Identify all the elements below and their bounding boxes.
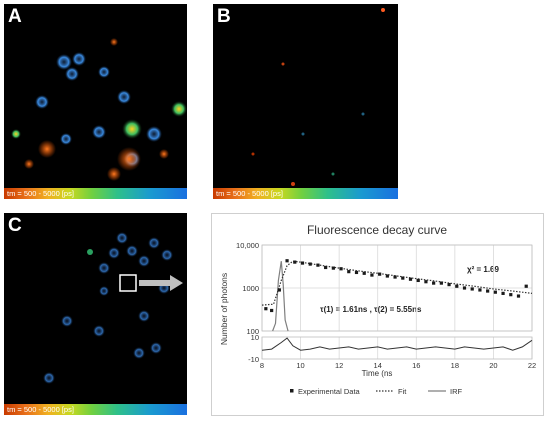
- decay-chart: Fluorescence decay curve Number of photo…: [219, 223, 536, 396]
- data-point: [300, 261, 305, 265]
- data-point: [516, 294, 521, 298]
- data-point: [339, 267, 343, 271]
- data-point: [509, 293, 513, 297]
- data-point: [362, 271, 366, 275]
- data-point: [478, 288, 482, 292]
- x-tick-label: 12: [335, 361, 343, 370]
- data-point: [524, 284, 528, 288]
- data-point: [324, 265, 328, 270]
- data-point: [285, 259, 289, 263]
- data-point: [277, 288, 281, 292]
- x-tick-label: 10: [296, 361, 304, 370]
- panel-a-scale-label: tm = 500 - 5000 [ps]: [7, 189, 74, 198]
- panel-c-lifetime-scale: [4, 404, 187, 415]
- data-point: [432, 281, 436, 285]
- panel-b-image: B tm = 500 - 5000 [ps]: [213, 4, 398, 199]
- panel-b-scale-label: tm = 500 - 5000 [ps]: [216, 189, 283, 198]
- x-tick-label: 16: [412, 361, 420, 370]
- data-point: [470, 287, 474, 291]
- panel-a-cells: [11, 38, 187, 181]
- data-point: [370, 273, 374, 277]
- panel-c-image: C tm = 500 - 5000 [ps]: [4, 213, 187, 415]
- data-point: [354, 270, 359, 275]
- data-point: [385, 274, 389, 278]
- legend-marker: [290, 389, 294, 393]
- panel-b-lifetime-scale: [213, 188, 398, 199]
- data-point: [293, 260, 297, 264]
- panel-a-label: A: [8, 6, 22, 27]
- panel-a-lifetime-scale: [4, 188, 187, 199]
- data-point: [308, 262, 312, 266]
- panel-c-scale-label: tm = 500 - 5000 [ps]: [7, 405, 74, 414]
- x-tick-label: 8: [260, 361, 264, 370]
- data-point: [416, 278, 420, 283]
- y-tick-label: 100: [246, 327, 259, 336]
- chart-legend: Experimental Data Fit IRF: [290, 387, 463, 396]
- residual-frame: [261, 336, 533, 360]
- legend-label: Experimental Data: [298, 387, 361, 396]
- data-point: [270, 308, 274, 313]
- data-point: [462, 286, 467, 290]
- x-tick-label: 20: [489, 361, 497, 370]
- tau-annotation: τ(1) = 1.61ns , τ(2) = 5.55ns: [320, 305, 422, 314]
- roi-box: [119, 274, 137, 292]
- data-point: [264, 307, 268, 311]
- data-point: [378, 272, 382, 276]
- x-tick-label: 22: [528, 361, 536, 370]
- panel-c-cells: [43, 232, 173, 412]
- chi2-annotation: χ² = 1.69: [467, 265, 500, 274]
- x-axis-label: Time (ns: [362, 369, 393, 378]
- fit-series-line: [261, 260, 533, 306]
- data-point: [347, 270, 351, 274]
- y-tick-label: 10,000: [236, 241, 259, 250]
- residual-tick-label: 10: [251, 333, 259, 342]
- y-tick-label: 1000: [242, 284, 259, 293]
- data-point: [393, 275, 397, 279]
- decay-chart-box: Fluorescence decay curve Number of photo…: [211, 213, 544, 416]
- y-axis-label: Number of photons: [219, 273, 229, 345]
- data-point: [439, 281, 443, 285]
- legend-label: Fit: [398, 387, 407, 396]
- plot-frame: [261, 244, 533, 332]
- x-tick-label: 14: [374, 361, 382, 370]
- legend-label: IRF: [450, 387, 463, 396]
- data-point: [493, 290, 497, 294]
- x-tick-label: 18: [451, 361, 459, 370]
- data-point: [401, 276, 405, 280]
- data-point: [486, 289, 490, 293]
- data-point: [331, 266, 335, 270]
- data-point: [501, 291, 505, 295]
- panel-a-image: A tm = 500 - 5000 [ps]: [4, 4, 187, 199]
- data-point: [447, 282, 451, 287]
- data-point: [455, 284, 459, 288]
- residual-series-line: [261, 337, 533, 351]
- data-point: [316, 263, 320, 267]
- data-point: [408, 277, 413, 281]
- irf-series-line: [272, 261, 289, 332]
- residual-tick-label: -10: [248, 355, 259, 364]
- panel-c-label: C: [8, 215, 22, 236]
- chart-title: Fluorescence decay curve: [307, 223, 447, 237]
- panel-b-label: B: [217, 6, 231, 27]
- panel-b-cells: [251, 8, 385, 186]
- arrow-icon: [139, 275, 183, 291]
- data-point: [424, 280, 428, 284]
